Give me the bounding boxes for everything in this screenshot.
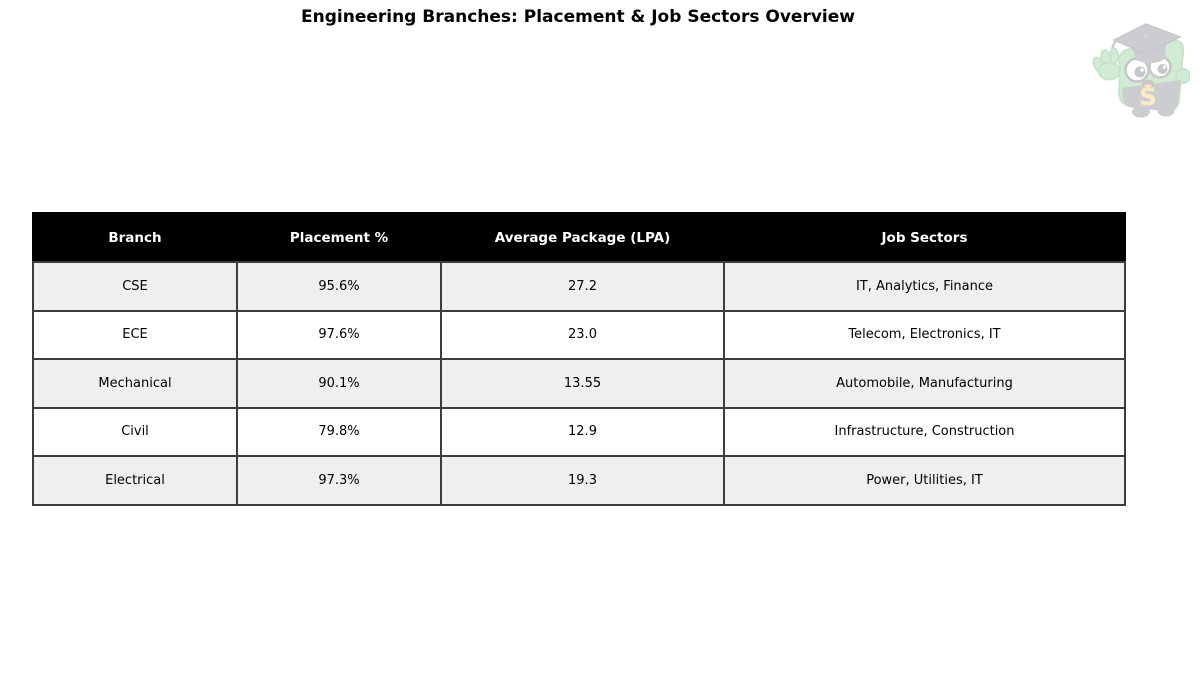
column-header-branch: Branch bbox=[32, 212, 238, 263]
cell-job-sectors: IT, Analytics, Finance bbox=[723, 261, 1126, 312]
mascot-mouth bbox=[1142, 79, 1154, 89]
column-header-job-sectors: Job Sectors bbox=[723, 212, 1126, 263]
table-header-row: Branch Placement % Average Package (LPA)… bbox=[32, 212, 1126, 263]
letter-s-emblem: S bbox=[1139, 83, 1156, 111]
tassel-icon bbox=[1108, 39, 1118, 71]
placement-overview-table: Branch Placement % Average Package (LPA)… bbox=[32, 212, 1126, 506]
column-header-placement: Placement % bbox=[236, 212, 442, 263]
cell-branch: Mechanical bbox=[32, 358, 238, 409]
cell-placement: 95.6% bbox=[236, 261, 442, 312]
cell-placement: 97.3% bbox=[236, 455, 442, 506]
mascot-right-hand bbox=[1175, 68, 1190, 84]
cell-job-sectors: Telecom, Electronics, IT bbox=[723, 309, 1126, 360]
table-row-civil: Civil 79.8% 12.9 Infrastructure, Constru… bbox=[32, 406, 1126, 457]
cell-placement: 97.6% bbox=[236, 309, 442, 360]
table-row-cse: CSE 95.6% 27.2 IT, Analytics, Finance bbox=[32, 261, 1126, 312]
cell-placement: 90.1% bbox=[236, 358, 442, 409]
cell-branch: CSE bbox=[32, 261, 238, 312]
column-header-average-package: Average Package (LPA) bbox=[440, 212, 725, 263]
cell-job-sectors: Infrastructure, Construction bbox=[723, 406, 1126, 457]
page-title: Engineering Branches: Placement & Job Se… bbox=[301, 7, 855, 27]
cell-branch: ECE bbox=[32, 309, 238, 360]
graduate-mascot-logo: S bbox=[1092, 23, 1190, 118]
mascot-foot bbox=[1132, 106, 1150, 118]
cell-job-sectors: Automobile, Manufacturing bbox=[723, 358, 1126, 409]
table-row-ece: ECE 97.6% 23.0 Telecom, Electronics, IT bbox=[32, 309, 1126, 360]
cell-branch: Civil bbox=[32, 406, 238, 457]
mascot-foot bbox=[1157, 105, 1175, 117]
cell-branch: Electrical bbox=[32, 455, 238, 506]
cell-average-package: 23.0 bbox=[440, 309, 725, 360]
table-row-electrical: Electrical 97.3% 19.3 Power, Utilities, … bbox=[32, 455, 1126, 506]
table-row-mechanical: Mechanical 90.1% 13.55 Automobile, Manuf… bbox=[32, 358, 1126, 409]
cell-average-package: 12.9 bbox=[440, 406, 725, 457]
mascot-pants bbox=[1122, 80, 1181, 111]
cell-placement: 79.8% bbox=[236, 406, 442, 457]
cell-average-package: 19.3 bbox=[440, 455, 725, 506]
cell-average-package: 13.55 bbox=[440, 358, 725, 409]
cell-average-package: 27.2 bbox=[440, 261, 725, 312]
mascot-eyes bbox=[1124, 55, 1172, 83]
mascot-body bbox=[1117, 39, 1185, 112]
mascot-waving-hand bbox=[1092, 47, 1121, 81]
graduation-cap-icon bbox=[1112, 23, 1182, 64]
cell-job-sectors: Power, Utilities, IT bbox=[723, 455, 1126, 506]
